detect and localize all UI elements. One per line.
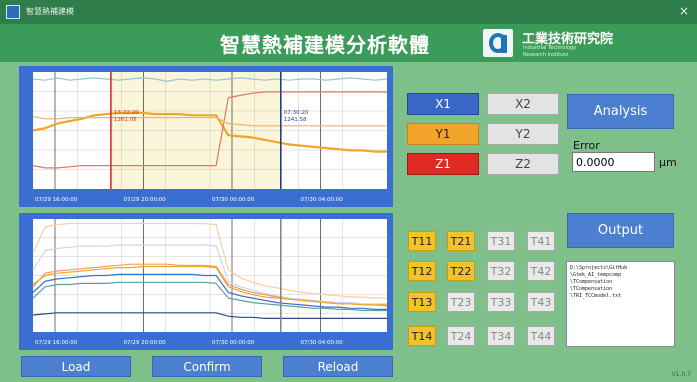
t-button-t42[interactable]: T42 [527,261,555,281]
t-button-t14[interactable]: T14 [408,326,436,346]
output-button[interactable]: Output [567,213,674,248]
window-titlebar: 智慧熱補建模 × [0,0,697,24]
series-line-5 [32,281,387,312]
z2-button[interactable]: Z2 [487,153,559,175]
series-line-1 [32,77,388,83]
t-button-t44[interactable]: T44 [527,326,555,346]
x-tick-label: 07/29 16:00:00 [35,340,78,346]
cursor-time-label: 13:22:20 [114,110,139,116]
series-line-2 [32,111,387,153]
confirm-button[interactable]: Confirm [152,356,262,377]
t-button-t32[interactable]: T32 [487,261,515,281]
error-input[interactable] [572,152,655,172]
app-title: 智慧熱補建模分析軟體 [220,33,430,57]
lower-chart-panel: 07/29 16:00:00 07/29 20:00:00 07/30 00:00:… [19,213,393,350]
load-button[interactable]: Load [21,356,131,377]
t-button-t21[interactable]: T21 [447,231,475,251]
t-button-t41[interactable]: T41 [527,231,555,251]
y1-button[interactable]: Y1 [407,123,479,145]
upper-chart-panel: 13:22:20 1261.05 07:30:20 1241.58 07/29 16:0… [19,66,393,207]
t-button-t13[interactable]: T13 [408,292,436,312]
window-title: 智慧熱補建模 [26,7,74,16]
series-line-1 [32,222,387,299]
x-tick-label: 07/30 00:00:00 [212,197,255,203]
cursor-time-label: 07:30:20 [284,110,309,116]
error-label: Error [573,139,600,152]
x-tick-label: 07/30 00:00:00 [212,340,255,346]
itri-logo [483,29,513,57]
org-name: 工業技術研究院 [522,32,614,47]
output-line: \Gtek_AI_tempcomp [570,272,622,278]
output-line: \TCompensation [570,279,613,285]
analysis-button[interactable]: Analysis [567,94,674,129]
x2-button[interactable]: X2 [487,93,559,115]
cursor-value-label: 1261.05 [114,117,137,123]
output-line: \TRI_TCCmodel.txt [570,293,622,299]
t-button-t34[interactable]: T34 [487,326,515,346]
output-line: \TCompensation [570,286,613,292]
error-unit: μm [659,156,677,169]
output-line: D:\Sprojects\GitHub [570,265,628,271]
app-icon [6,5,20,19]
z1-button[interactable]: Z1 [407,153,479,175]
series-line-4 [32,115,387,127]
reload-button[interactable]: Reload [283,356,393,377]
series-line-4 [32,273,387,311]
t-button-t33[interactable]: T33 [487,292,515,312]
org-english-line2: Research Institute [523,52,569,58]
close-icon[interactable]: × [678,4,689,18]
x-tick-label: 07/30 04:00:00 [301,340,344,346]
x-tick-label: 07/29 16:00:00 [35,197,78,203]
series-line-7 [32,265,387,306]
x-tick-label: 07/29 20:00:00 [124,340,167,346]
version-label: V1.0.7 [671,371,691,378]
app-header: 智慧熱補建模分析軟體 工業技術研究院 Industrial Technology… [0,24,697,62]
output-path-box[interactable]: D:\Sprojects\GitHub \Gtek_AI_tempcomp \T… [566,261,675,347]
y2-button[interactable]: Y2 [487,123,559,145]
org-english-line1: Industrial Technology [523,45,577,51]
t-button-t11[interactable]: T11 [408,231,436,251]
series-line-6 [32,312,387,320]
t-button-t24[interactable]: T24 [447,326,475,346]
t-button-t43[interactable]: T43 [527,292,555,312]
t-button-t31[interactable]: T31 [487,231,515,251]
cursor-value-label: 1241.58 [284,117,307,123]
x1-button[interactable]: X1 [407,93,479,115]
series-line-3 [32,91,387,169]
t-button-t12[interactable]: T12 [408,261,436,281]
series-line-2 [32,244,387,305]
lower-chart[interactable]: 07/29 16:00:00 07/29 20:00:00 07/30 00:00:… [19,213,393,350]
t-button-t22[interactable]: T22 [447,261,475,281]
x-tick-label: 07/29 20:00:00 [124,197,167,203]
t-button-t23[interactable]: T23 [447,292,475,312]
x-tick-label: 07/30 04:00:00 [301,197,344,203]
